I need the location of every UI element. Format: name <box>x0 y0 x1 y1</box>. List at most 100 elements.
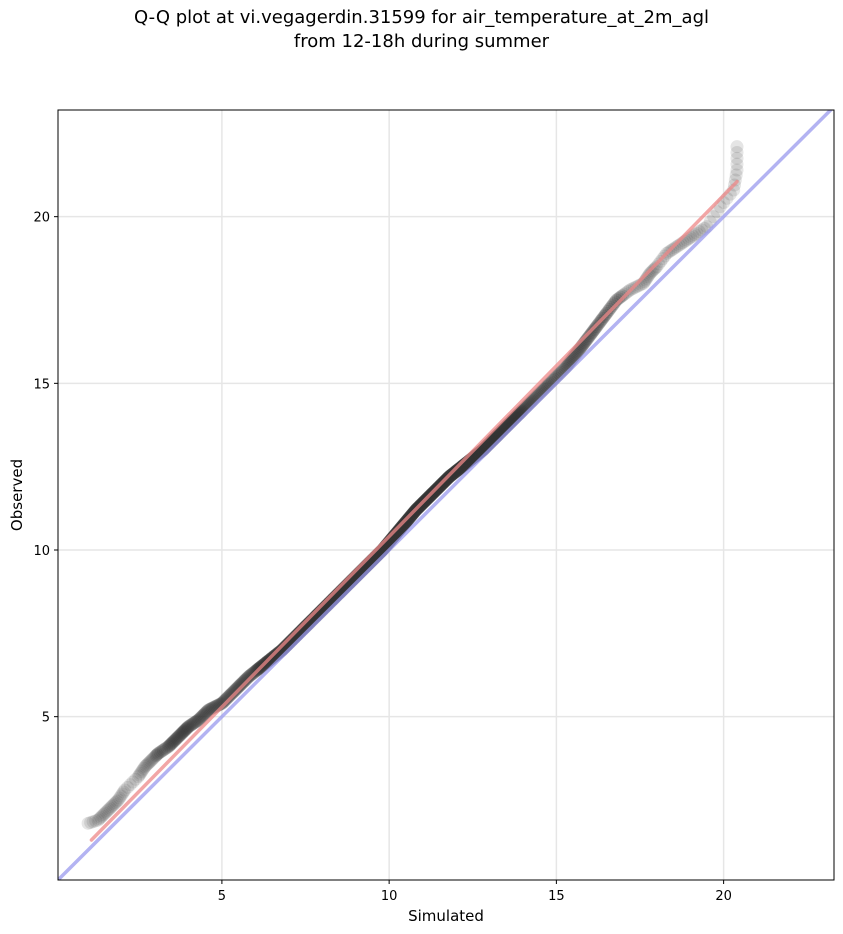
qq-point <box>447 466 461 480</box>
qq-point <box>230 681 244 695</box>
qq-point <box>730 146 744 159</box>
qq-point <box>101 804 115 818</box>
qq-point <box>584 327 598 341</box>
qq-point <box>188 716 202 729</box>
qq-point <box>132 768 146 782</box>
qq-point <box>217 694 231 708</box>
qq-point <box>198 706 212 720</box>
qq-point <box>448 465 462 479</box>
qq-point <box>168 733 182 747</box>
qq-point <box>158 742 172 756</box>
fit-line <box>89 179 739 842</box>
qq-point <box>613 290 627 304</box>
qq-point <box>234 677 248 691</box>
qq-point <box>167 734 181 748</box>
qq-point <box>449 464 463 478</box>
qq-point <box>231 680 245 694</box>
qq-point <box>641 270 655 284</box>
qq-point <box>241 671 255 685</box>
y-tick-label: 20 <box>33 211 50 226</box>
qq-point <box>96 808 110 822</box>
qq-point <box>396 519 410 533</box>
qq-point <box>105 800 119 814</box>
qq-point <box>189 715 203 729</box>
qq-point <box>644 265 658 279</box>
qq-point <box>99 805 113 819</box>
qq-point <box>710 205 724 219</box>
qq-point <box>95 809 109 823</box>
qq-point <box>110 794 124 808</box>
qq-point <box>219 692 233 706</box>
qq-point <box>150 747 164 761</box>
qq-point <box>164 737 178 751</box>
qq-point <box>450 464 464 478</box>
qq-point <box>113 791 127 805</box>
qq-point <box>394 521 408 535</box>
qq-point <box>147 751 161 765</box>
qq-point <box>151 746 165 760</box>
qq-point <box>730 151 744 165</box>
qq-point <box>607 297 621 311</box>
qq-point <box>98 806 112 820</box>
qq-point <box>180 721 194 735</box>
qq-point <box>162 739 176 753</box>
x-tick-label: 20 <box>715 889 732 904</box>
qq-point <box>171 730 185 744</box>
qq-point <box>686 229 700 243</box>
reference-lines <box>58 110 834 880</box>
qq-point <box>91 813 105 827</box>
qq-point <box>174 727 188 741</box>
qq-point <box>730 163 744 177</box>
qq-point <box>172 729 186 743</box>
qq-point <box>183 719 197 733</box>
qq-point <box>396 518 410 532</box>
qq-point <box>648 261 662 275</box>
qq-point <box>142 755 156 769</box>
qq-point <box>186 716 200 730</box>
qq-point <box>243 669 257 683</box>
qq-point <box>89 814 103 828</box>
qq-point <box>86 815 100 829</box>
qq-point <box>222 690 236 704</box>
qq-point <box>176 726 190 739</box>
qq-point <box>94 810 108 824</box>
qq-point <box>204 702 218 716</box>
qq-point <box>392 523 406 537</box>
qq-point <box>153 745 167 759</box>
qq-point <box>398 516 412 530</box>
qq-point <box>449 465 463 479</box>
x-axis-label: Simulated <box>408 907 484 925</box>
qq-point <box>195 710 209 724</box>
qq-point <box>145 753 159 767</box>
qq-point <box>453 461 467 475</box>
qq-point <box>224 687 238 701</box>
qq-point <box>136 763 150 777</box>
qq-point <box>202 703 216 717</box>
qq-point <box>193 712 207 726</box>
y-axis-label: Observed <box>8 459 26 531</box>
qq-point <box>114 789 128 803</box>
qq-point <box>109 796 123 810</box>
qq-point <box>233 678 247 692</box>
qq-point <box>84 816 98 829</box>
qq-point <box>199 705 213 719</box>
qq-point <box>141 756 155 770</box>
qq-point <box>242 670 256 684</box>
qq-point <box>135 765 149 779</box>
qq-point <box>144 754 158 768</box>
qq-point <box>138 760 152 774</box>
qq-point <box>181 721 195 734</box>
qq-point <box>226 685 240 699</box>
qq-point <box>140 757 154 771</box>
y-tick-label: 5 <box>42 711 50 726</box>
qq-point <box>102 802 116 816</box>
qq-point <box>149 749 163 763</box>
x-tick-label: 15 <box>548 889 565 904</box>
qq-point <box>399 515 413 529</box>
qq-point <box>397 517 411 531</box>
qq-point <box>630 280 644 294</box>
qq-point <box>235 676 249 690</box>
qq-point <box>393 522 407 536</box>
qq-point <box>604 301 618 315</box>
